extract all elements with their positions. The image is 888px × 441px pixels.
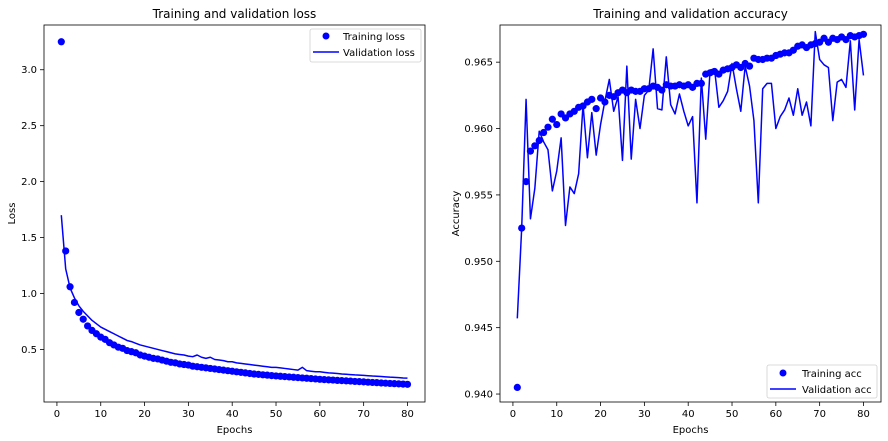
accuracy-x-tick-label: 30	[638, 409, 651, 420]
accuracy-validation-line	[516, 30, 865, 319]
accuracy-training-point	[540, 128, 548, 137]
loss-series-layer	[57, 38, 412, 388]
loss-y-tick-label: 1.0	[21, 289, 37, 300]
loss-x-tick-label: 60	[313, 409, 326, 420]
loss-x-tick-label: 10	[94, 409, 107, 420]
accuracy-x-axis-label: Epochs	[673, 425, 709, 436]
loss-y-tick-label: 1.5	[21, 233, 37, 244]
loss-chart: Training and validation loss 0 10 20 30 40 50…	[7, 7, 426, 436]
loss-chart-title: Training and validation loss	[152, 7, 317, 21]
accuracy-training-point	[513, 383, 521, 391]
accuracy-y-ticks: 0.940 0.945 0.950 0.955 0.960 0.965	[464, 58, 500, 401]
accuracy-legend-label-validation: Validation acc	[802, 385, 872, 396]
loss-x-axis-label: Epochs	[217, 425, 253, 436]
loss-training-point	[75, 308, 83, 317]
loss-x-tick-label: 80	[401, 409, 414, 420]
loss-x-tick-label: 20	[138, 409, 151, 420]
accuracy-y-tick-label: 0.945	[464, 323, 493, 334]
accuracy-x-tick-label: 20	[594, 409, 607, 420]
accuracy-x-tick-label: 60	[769, 409, 782, 420]
accuracy-x-ticks: 0 10 20 30 40 50 60 70 80	[510, 402, 870, 420]
loss-validation-line	[60, 215, 408, 379]
loss-x-tick-label: 40	[226, 409, 239, 420]
accuracy-training-point	[553, 120, 561, 129]
loss-x-tick-label: 0	[54, 409, 60, 420]
accuracy-y-tick-label: 0.955	[464, 190, 493, 201]
accuracy-x-tick-label: 80	[857, 409, 870, 420]
accuracy-legend-label-training: Training acc	[801, 369, 862, 380]
accuracy-x-tick-label: 50	[726, 409, 739, 420]
loss-x-tick-label: 50	[270, 409, 283, 420]
accuracy-chart: Training and validation accuracy 0 10 20 30…	[451, 7, 882, 436]
loss-y-ticks: 0.5 1.0 1.5 2.0 2.5 3.0	[21, 65, 44, 356]
loss-legend: Training loss Validation loss	[309, 28, 422, 63]
accuracy-x-tick-label: 10	[550, 409, 563, 420]
accuracy-training-point	[588, 95, 596, 103]
accuracy-y-tick-label: 0.960	[464, 124, 493, 135]
loss-training-point	[403, 380, 412, 388]
loss-y-tick-label: 0.5	[21, 345, 37, 356]
accuracy-training-point	[745, 62, 754, 70]
loss-training-point	[62, 247, 70, 255]
loss-legend-marker-training	[322, 32, 330, 40]
accuracy-training-point	[522, 178, 530, 186]
accuracy-x-tick-label: 70	[813, 409, 826, 420]
accuracy-chart-title: Training and validation accuracy	[592, 7, 788, 21]
accuracy-x-tick-label: 40	[682, 409, 695, 420]
loss-training-point	[79, 315, 87, 323]
loss-training-point	[84, 322, 92, 330]
accuracy-legend-marker-training	[779, 369, 787, 377]
loss-training-point	[57, 38, 65, 46]
loss-y-tick-label: 2.5	[21, 121, 37, 132]
accuracy-y-tick-label: 0.940	[464, 390, 493, 401]
accuracy-y-tick-label: 0.950	[464, 257, 493, 268]
accuracy-x-tick-label: 0	[510, 409, 516, 420]
accuracy-training-point	[859, 30, 868, 38]
loss-legend-box	[309, 28, 422, 63]
accuracy-training-point	[592, 105, 600, 113]
accuracy-legend: Training acc Validation acc	[766, 364, 878, 399]
loss-y-tick-label: 3.0	[21, 65, 37, 76]
loss-legend-label-training: Training loss	[342, 32, 405, 43]
accuracy-series-layer	[513, 30, 868, 391]
accuracy-training-point	[548, 115, 556, 123]
loss-legend-label-validation: Validation loss	[343, 48, 415, 59]
loss-x-tick-label: 70	[357, 409, 370, 420]
loss-plot-frame	[43, 24, 426, 403]
accuracy-training-point	[544, 123, 552, 131]
loss-y-tick-label: 2.0	[21, 177, 37, 188]
loss-y-axis-label: Loss	[7, 203, 18, 225]
loss-x-tick-label: 30	[182, 409, 195, 420]
accuracy-training-point	[531, 142, 539, 150]
accuracy-y-tick-label: 0.965	[464, 58, 493, 69]
accuracy-plot-frame	[499, 24, 882, 403]
accuracy-y-axis-label: Accuracy	[451, 191, 462, 237]
loss-x-ticks: 0 10 20 30 40 50 60 70 80	[54, 402, 414, 420]
